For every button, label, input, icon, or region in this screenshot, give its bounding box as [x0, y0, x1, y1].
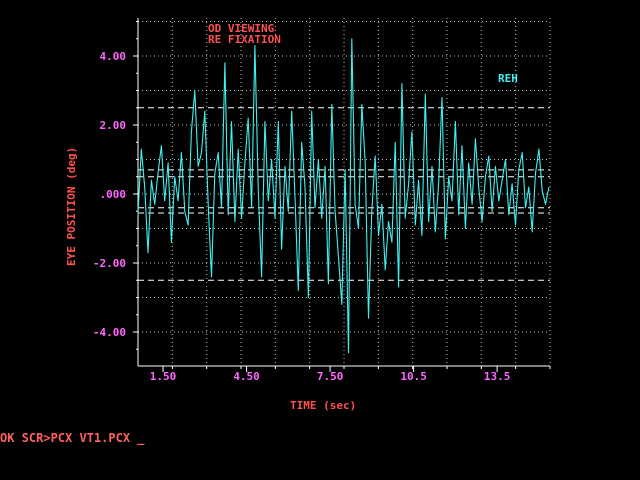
y-tick-label: 4.00 [100, 50, 127, 63]
x-tick-label: 1.50 [150, 370, 177, 383]
x-axis-label: TIME (sec) [290, 399, 356, 412]
y-tick-label: -4.00 [93, 326, 126, 339]
chart-title-line-2: RE FIXATION [208, 33, 281, 46]
x-tick-label: 13.5 [484, 370, 511, 383]
y-axis-label: EYE POSITION (deg) [65, 147, 78, 266]
legend-series-label: REH [498, 72, 518, 85]
trace-series [137, 38, 550, 354]
grid [138, 18, 551, 366]
y-tick-label: .000 [100, 188, 127, 201]
command-prompt[interactable]: OK SCR>PCX VT1.PCX _ [0, 431, 145, 445]
x-tick-label: 7.50 [317, 370, 344, 383]
x-tick-label: 4.50 [233, 370, 260, 383]
x-tick-label: 10.5 [400, 370, 427, 383]
y-tick-label: 2.00 [100, 119, 127, 132]
chart-title-line-1: OD VIEWING [208, 22, 275, 35]
y-tick-label: -2.00 [93, 257, 126, 270]
ticks: 4.00 2.00 .000 -2.00 -4.00 1.50 4.50 7.50 10.5 13… [93, 21, 551, 383]
series-line-reh [137, 38, 550, 354]
